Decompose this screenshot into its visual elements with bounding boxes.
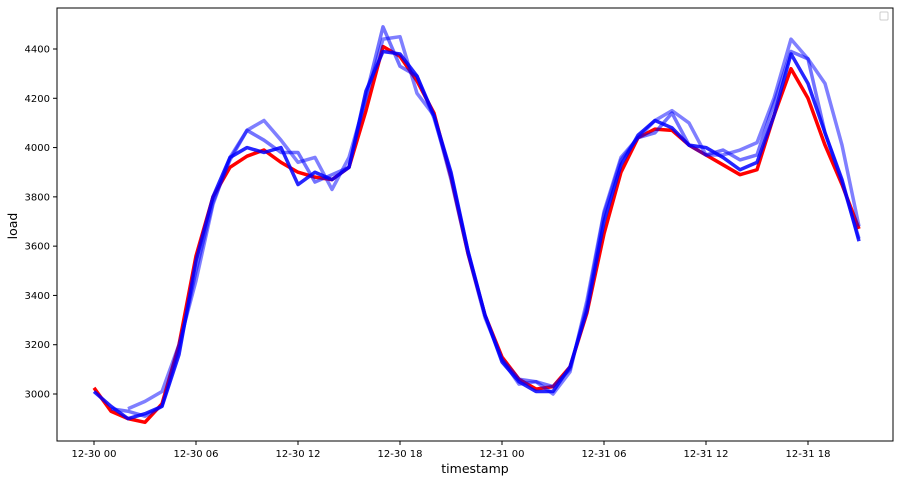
x-axis-label: timestamp <box>441 461 508 476</box>
y-axis-label: load <box>5 213 20 240</box>
y-tick-label: 4400 <box>25 45 50 56</box>
y-tick-label: 4000 <box>25 143 50 154</box>
x-axis-ticks: 12-30 00 12-30 06 12-30 12 12-30 18 12-31 00… <box>72 441 831 460</box>
x-tick-label: 12-30 12 <box>276 449 321 460</box>
series-layer <box>92 25 861 425</box>
x-tick-label: 12-30 00 <box>72 449 117 460</box>
x-tick-label: 12-31 18 <box>786 449 831 460</box>
y-axis-ticks: 3000 3200 3400 3600 3800 4000 4200 4400 <box>25 45 57 401</box>
y-tick-label: 3200 <box>25 340 50 351</box>
y-tick-label: 3000 <box>25 390 50 401</box>
y-tick-label: 3800 <box>25 192 50 203</box>
plot-area <box>56 7 894 442</box>
y-tick-label: 3600 <box>25 242 50 253</box>
x-tick-label: 12-30 06 <box>174 449 219 460</box>
y-tick-label: 3400 <box>25 291 50 302</box>
y-tick-label: 4200 <box>25 94 50 105</box>
x-tick-label: 12-30 18 <box>378 449 423 460</box>
x-tick-label: 12-31 06 <box>582 449 627 460</box>
x-tick-label: 12-31 00 <box>480 449 525 460</box>
x-tick-label: 12-31 12 <box>684 449 729 460</box>
legend-box <box>879 11 889 21</box>
series-line-3 <box>92 49 861 421</box>
